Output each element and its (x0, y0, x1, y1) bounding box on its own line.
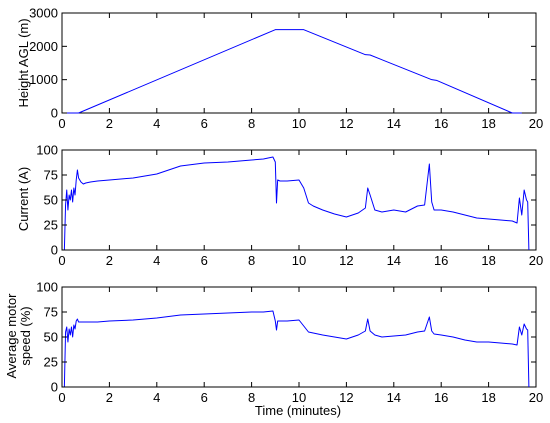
current-xtick-label-9: 18 (481, 253, 495, 268)
current-xtick-label-2: 4 (153, 253, 160, 268)
motor-speed-xtick-label-2: 4 (153, 390, 160, 405)
motor-speed-ytick-label-1: 25 (44, 355, 58, 370)
height-agl-xtick-label-4: 8 (248, 116, 255, 131)
current-xtick-label-5: 10 (292, 253, 306, 268)
ylabel-motor-speed-line1: Average motor (4, 293, 19, 379)
motor-speed-xtick-label-4: 8 (248, 390, 255, 405)
height-agl-xtick-label-7: 14 (387, 116, 401, 131)
motor-speed-xtick-label-7: 14 (387, 390, 401, 405)
current-xtick-label-4: 8 (248, 253, 255, 268)
motor-speed-chart: Average motor speed (%) 0 2 4 6 8 10 12 14 16 18 2… (4, 280, 543, 406)
current-axes-frame (61, 149, 537, 251)
motor-speed-xtick-label-9: 18 (481, 390, 495, 405)
height-agl-xtick-label-6: 12 (339, 116, 353, 131)
current-xtick-label-1: 2 (106, 253, 113, 268)
motor-speed-ytick-label-3: 75 (44, 305, 58, 320)
current-ytick-label-3: 75 (44, 168, 58, 183)
height-agl-ytick-label-3: 3000 (29, 6, 58, 21)
height-agl-ytick-label-2: 2000 (29, 39, 58, 54)
height-agl-xtick-label-3: 6 (201, 116, 208, 131)
height-agl-xtick-label-5: 10 (292, 116, 306, 131)
motor-speed-xtick-label-5: 10 (292, 390, 306, 405)
motor-speed-ytick-label-0: 0 (51, 380, 58, 395)
ylabel-motor-speed-line2: speed (%) (18, 306, 33, 365)
current-xtick-label-6: 12 (339, 253, 353, 268)
xlabel-time: Time (minutes) (255, 403, 341, 418)
height-agl-xtick-label-1: 2 (106, 116, 113, 131)
motor-speed-axes-frame (61, 286, 537, 388)
motor-speed-xtick-label-6: 12 (339, 390, 353, 405)
current-ytick-label-2: 50 (44, 193, 58, 208)
height-agl-chart: Height AGL (m) 0 2 4 6 8 10 12 14 16 18 20 0 1000 200… (16, 6, 543, 132)
height-agl-ytick-label-0: 0 (51, 106, 58, 121)
height-agl-xtick-label-8: 16 (434, 116, 448, 131)
motor-speed-xtick-label-10: 20 (529, 390, 543, 405)
height-agl-xtick-label-0: 0 (58, 116, 65, 131)
current-chart: Current (A) 0 2 4 6 8 10 12 14 16 18 20 0 25 50 75 100 (16, 143, 543, 269)
motor-speed-xtick-label-3: 6 (201, 390, 208, 405)
height-agl-axes-frame (61, 12, 537, 114)
ylabel-height: Height AGL (m) (16, 18, 31, 107)
motor-speed-xtick-label-1: 2 (106, 390, 113, 405)
motor-speed-series-line-0 (63, 310, 530, 388)
height-agl-xtick-label-9: 18 (481, 116, 495, 131)
current-ytick-label-4: 100 (36, 143, 58, 158)
current-xtick-label-8: 16 (434, 253, 448, 268)
motor-speed-ytick-label-4: 100 (36, 280, 58, 295)
motor-speed-ytick-label-2: 50 (44, 330, 58, 345)
current-xtick-label-0: 0 (58, 253, 65, 268)
current-ytick-label-0: 0 (51, 243, 58, 258)
motor-speed-xtick-label-0: 0 (58, 390, 65, 405)
motor-speed-xtick-label-8: 16 (434, 390, 448, 405)
current-series-line-0 (63, 156, 530, 251)
current-xtick-label-3: 6 (201, 253, 208, 268)
height-agl-series-line-0 (62, 29, 522, 114)
current-ytick-label-1: 25 (44, 218, 58, 233)
current-xtick-label-7: 14 (387, 253, 401, 268)
current-xtick-label-10: 20 (529, 253, 543, 268)
ylabel-current: Current (A) (16, 167, 31, 231)
height-agl-xtick-label-2: 4 (153, 116, 160, 131)
height-agl-ytick-label-1: 1000 (29, 72, 58, 87)
height-agl-xtick-label-10: 20 (529, 116, 543, 131)
